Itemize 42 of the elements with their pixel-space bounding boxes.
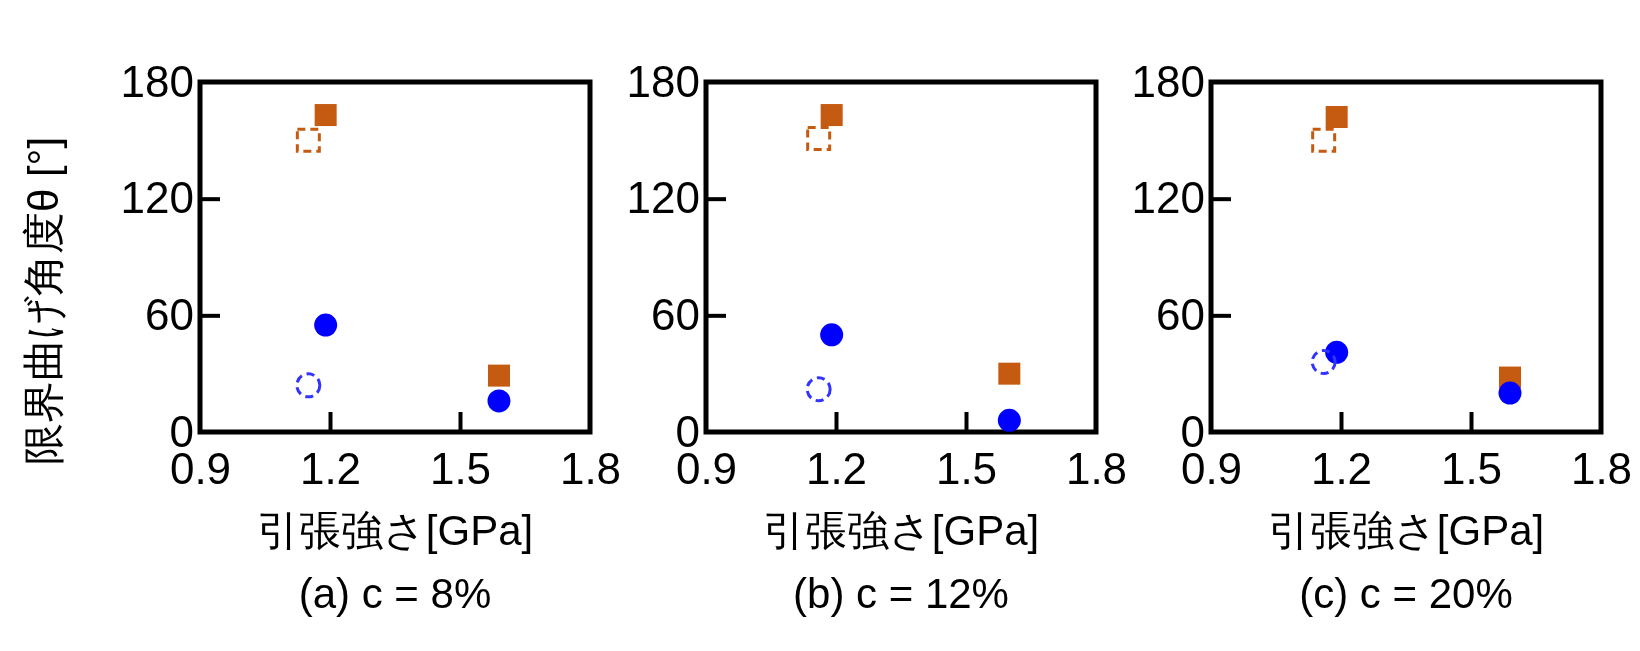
x-axis-title: 引張強さ[GPa] bbox=[256, 507, 534, 554]
point bbox=[295, 372, 322, 399]
point bbox=[314, 313, 338, 337]
point bbox=[806, 125, 832, 151]
text: (c) c = 20% bbox=[1299, 570, 1513, 617]
y-tick-label: 120 bbox=[626, 173, 700, 223]
point bbox=[314, 104, 337, 127]
y-axis-title: 限界曲げ角度θ [°] bbox=[20, 136, 67, 466]
point bbox=[488, 364, 510, 387]
x-tick-label: 1.2 bbox=[299, 443, 362, 493]
x-tick-label: 1.2 bbox=[805, 443, 868, 493]
point bbox=[1325, 340, 1349, 364]
x-tick-label: 1.2 bbox=[1310, 443, 1373, 493]
y-tick-label: 120 bbox=[1131, 173, 1205, 223]
point bbox=[295, 127, 321, 153]
point bbox=[1310, 349, 1337, 375]
point bbox=[805, 376, 832, 403]
point bbox=[820, 323, 844, 347]
y-tick-label: 120 bbox=[120, 173, 194, 223]
point bbox=[1311, 127, 1337, 153]
point bbox=[1498, 381, 1522, 405]
point bbox=[998, 362, 1021, 385]
y-tick-label: 60 bbox=[651, 289, 700, 339]
y-tick-label: 60 bbox=[1156, 289, 1205, 339]
point bbox=[1325, 106, 1348, 128]
y-tick-label: 180 bbox=[120, 56, 194, 106]
point bbox=[997, 408, 1021, 432]
x-axis-title: 引張強さ[GPa] bbox=[762, 507, 1040, 554]
point bbox=[820, 104, 843, 127]
x-tick-label: 1.8 bbox=[1065, 443, 1128, 493]
y-tick-label: 60 bbox=[145, 289, 194, 339]
text: (a) c = 8% bbox=[298, 570, 492, 617]
x-tick-label: 1.5 bbox=[935, 443, 998, 493]
x-axis-title: 引張強さ[GPa] bbox=[1267, 507, 1545, 554]
y-tick-label: 180 bbox=[1131, 56, 1205, 106]
y-tick-label: 180 bbox=[626, 56, 700, 106]
point bbox=[487, 389, 511, 413]
x-tick-label: 1.8 bbox=[1570, 443, 1633, 493]
x-tick-label: 1.5 bbox=[429, 443, 492, 493]
text: (b) c = 12% bbox=[793, 570, 1009, 617]
x-tick-label: 1.5 bbox=[1440, 443, 1503, 493]
x-tick-label: 1.8 bbox=[559, 443, 622, 493]
